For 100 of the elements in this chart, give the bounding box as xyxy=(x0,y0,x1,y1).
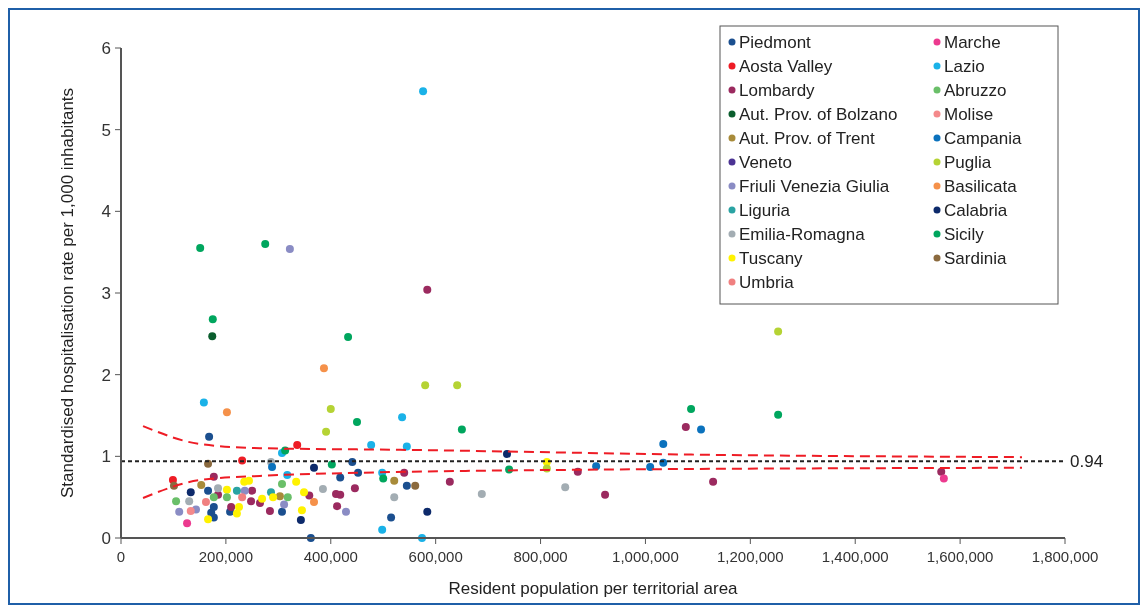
x-tick-label: 0 xyxy=(116,548,126,565)
point xyxy=(208,315,217,324)
y-tick-label: 2 xyxy=(101,365,111,385)
legend-label: Tuscany xyxy=(739,248,804,268)
y-tick-label: 1 xyxy=(101,447,111,467)
point xyxy=(232,509,241,518)
point xyxy=(319,364,328,373)
legend-label: Molise xyxy=(944,104,994,124)
legend-label: Lazio xyxy=(944,56,985,76)
point xyxy=(502,449,511,458)
point xyxy=(297,506,306,515)
point xyxy=(185,497,194,506)
legend-label: Friuli Venezia Giulia xyxy=(739,176,890,196)
point xyxy=(350,484,359,493)
legend-label: Campania xyxy=(944,128,1023,148)
point xyxy=(275,492,284,501)
point xyxy=(199,398,208,407)
point xyxy=(209,502,218,511)
point xyxy=(238,493,247,502)
point xyxy=(214,484,223,493)
point xyxy=(390,493,399,502)
point xyxy=(774,410,783,419)
point xyxy=(333,502,342,511)
point xyxy=(222,408,231,417)
point xyxy=(300,488,309,497)
point xyxy=(402,442,411,451)
x-tick-label: 800,000 xyxy=(513,548,568,565)
point xyxy=(283,493,292,502)
point xyxy=(172,497,181,506)
legend-label: Umbria xyxy=(739,272,795,292)
point xyxy=(411,481,420,490)
point xyxy=(336,473,345,482)
legend-label: Aut. Prov. of Trent xyxy=(739,128,876,148)
point xyxy=(240,486,249,495)
legend-label: Piedmont xyxy=(739,32,812,52)
point xyxy=(341,507,350,516)
line-series xyxy=(142,425,1023,459)
point xyxy=(292,477,301,486)
point xyxy=(336,490,345,499)
point xyxy=(310,498,318,507)
line-series xyxy=(142,466,1023,499)
point xyxy=(402,481,411,490)
point xyxy=(398,413,407,422)
point xyxy=(209,493,218,502)
legend-label: Lombardy xyxy=(739,80,816,100)
point xyxy=(326,404,335,413)
point xyxy=(278,480,286,489)
point xyxy=(453,381,462,390)
point xyxy=(293,440,302,449)
point xyxy=(378,525,387,534)
legend-label: Aosta Valley xyxy=(739,56,833,76)
point xyxy=(197,480,206,489)
point xyxy=(269,493,278,502)
x-tick-label: 1,200,000 xyxy=(716,548,784,565)
point xyxy=(222,485,231,494)
point xyxy=(296,516,305,525)
point xyxy=(423,285,432,294)
x-tick-label: 1,800,000 xyxy=(1031,548,1099,565)
point xyxy=(258,494,267,503)
point xyxy=(697,425,706,434)
point xyxy=(379,474,388,483)
point xyxy=(186,507,195,516)
point xyxy=(227,502,236,511)
point xyxy=(280,500,289,509)
y-axis-title: Standardised hospitalisation rate per 1,000 inhabitants xyxy=(58,87,77,499)
point xyxy=(419,87,428,96)
point xyxy=(205,432,214,441)
point xyxy=(208,332,217,341)
point xyxy=(248,486,257,495)
x-tick-label: 1,000,000 xyxy=(612,548,679,565)
x-tick-label: 1,400,000 xyxy=(821,548,889,565)
point xyxy=(285,244,294,253)
point xyxy=(937,467,946,476)
x-axis-title: Resident population per territorial area xyxy=(448,579,739,598)
point xyxy=(183,519,192,528)
point xyxy=(186,488,195,497)
legend-label: Aut. Prov. of Bolzano xyxy=(739,104,898,124)
legend-label: Emilia-Romagna xyxy=(739,224,866,244)
legend-label: Sicily xyxy=(944,224,985,244)
y-tick-label: 6 xyxy=(101,38,111,58)
point xyxy=(477,489,486,498)
point xyxy=(278,507,286,516)
y-tick-label: 3 xyxy=(101,283,111,303)
point xyxy=(592,462,601,471)
point xyxy=(265,507,274,516)
legend-label: Abruzzo xyxy=(944,80,1007,100)
legend-label: Calabria xyxy=(944,200,1008,220)
point xyxy=(235,502,243,511)
legend-label: Puglia xyxy=(944,152,992,172)
point xyxy=(327,460,336,469)
point xyxy=(421,381,430,390)
point xyxy=(687,404,696,413)
point xyxy=(367,440,376,449)
x-tick-label: 200,000 xyxy=(198,548,254,565)
point xyxy=(318,485,327,493)
point xyxy=(457,425,466,434)
legend-label: Liguria xyxy=(739,200,791,220)
point xyxy=(196,244,205,253)
x-tick-label: 1,600,000 xyxy=(926,548,994,565)
point xyxy=(204,515,213,524)
